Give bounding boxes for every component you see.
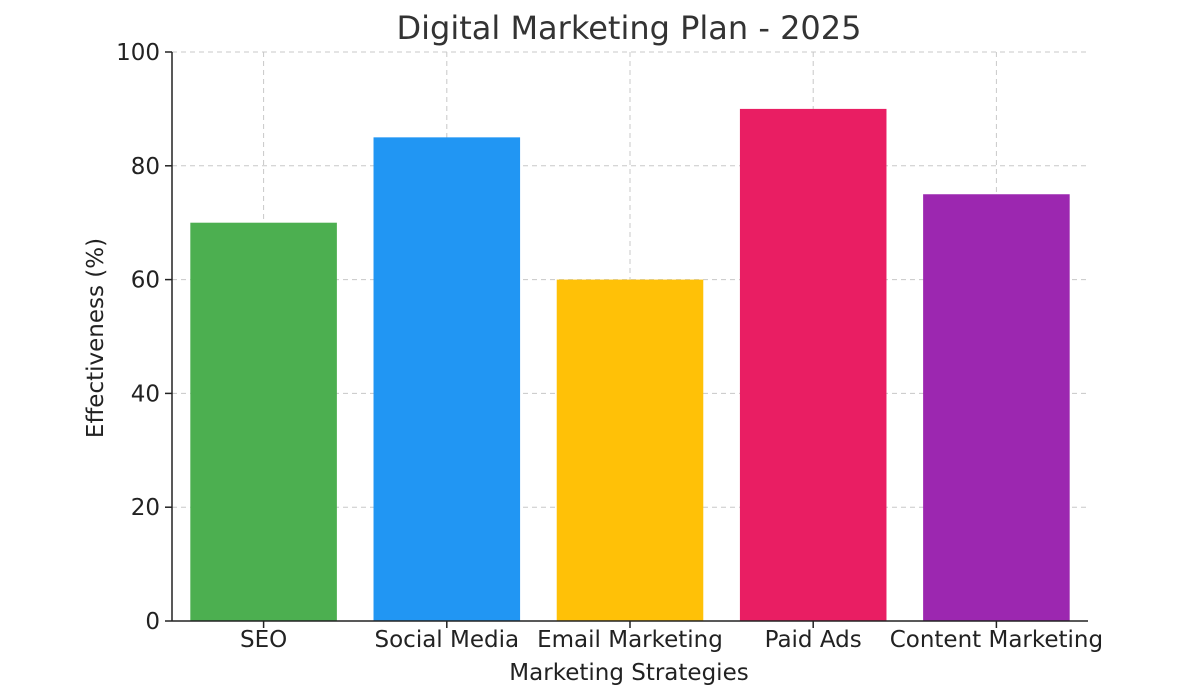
tick-labels: 0 20 40 60 80 100 SEO Social Media Email Marketi… xyxy=(116,40,1103,653)
bar-seo xyxy=(190,222,337,621)
y-tick-label: 80 xyxy=(131,154,160,180)
x-axis-label: Marketing Strategies xyxy=(509,660,748,686)
y-tick-label: 60 xyxy=(131,268,160,294)
bar-content-marketing xyxy=(923,194,1070,621)
x-tick-label: Content Marketing xyxy=(890,627,1103,653)
y-tick-label: 100 xyxy=(116,40,160,66)
x-tick-label: Social Media xyxy=(375,627,520,653)
y-tick-label: 0 xyxy=(145,609,160,635)
y-tick-label: 40 xyxy=(131,381,160,407)
bar-email-marketing xyxy=(556,279,704,621)
x-tick-label: SEO xyxy=(240,627,287,653)
x-tick-label: Email Marketing xyxy=(537,627,723,653)
y-axis-label: Effectiveness (%) xyxy=(83,238,109,438)
axes xyxy=(165,51,1088,628)
bar-paid-ads xyxy=(739,108,887,621)
chart-title: Digital Marketing Plan - 2025 xyxy=(396,9,861,47)
y-tick-label: 20 xyxy=(131,495,160,521)
bars xyxy=(190,108,1070,621)
x-tick-label: Paid Ads xyxy=(765,627,862,653)
bar-social-media xyxy=(373,137,521,621)
